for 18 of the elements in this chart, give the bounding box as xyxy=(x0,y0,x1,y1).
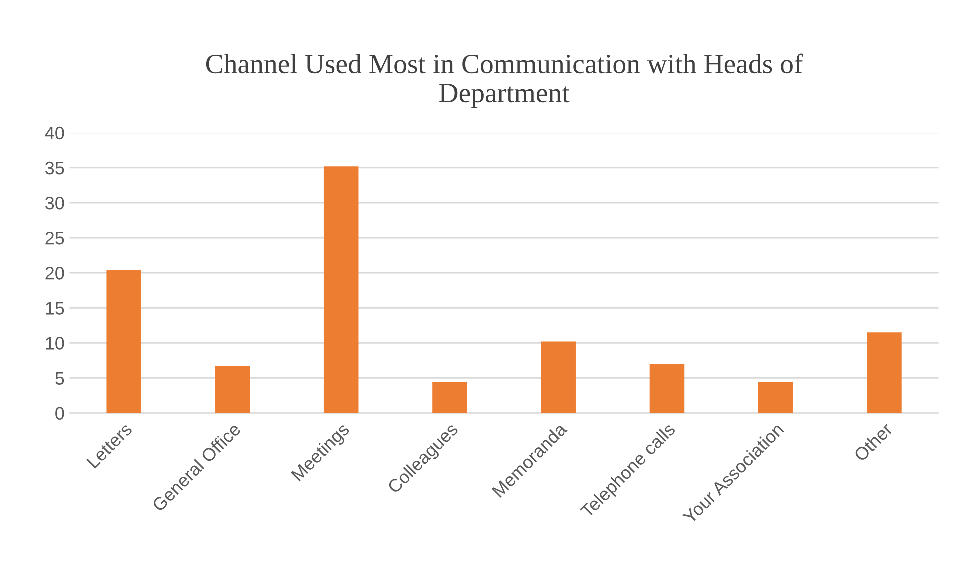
y-tick-label: 15 xyxy=(46,302,64,315)
y-tick-label: 10 xyxy=(46,337,64,350)
bar xyxy=(106,270,142,414)
y-tick-label: 35 xyxy=(46,162,64,175)
y-tick-label: 30 xyxy=(46,196,64,210)
bar xyxy=(650,364,685,414)
y-tick-label: 5 xyxy=(56,372,64,385)
bar xyxy=(867,332,902,414)
y-tick-label: 20 xyxy=(46,267,64,280)
bar xyxy=(324,166,359,414)
y-tick-label: 0 xyxy=(56,407,64,420)
y-tick-label: 40 xyxy=(45,126,64,140)
bar xyxy=(432,382,468,414)
bar xyxy=(215,366,250,414)
chart-title: Channel Used Most in Communication with Heads of Department xyxy=(206,54,804,108)
bar xyxy=(541,342,576,414)
y-tick-label: 25 xyxy=(46,232,64,245)
bar xyxy=(758,382,794,414)
